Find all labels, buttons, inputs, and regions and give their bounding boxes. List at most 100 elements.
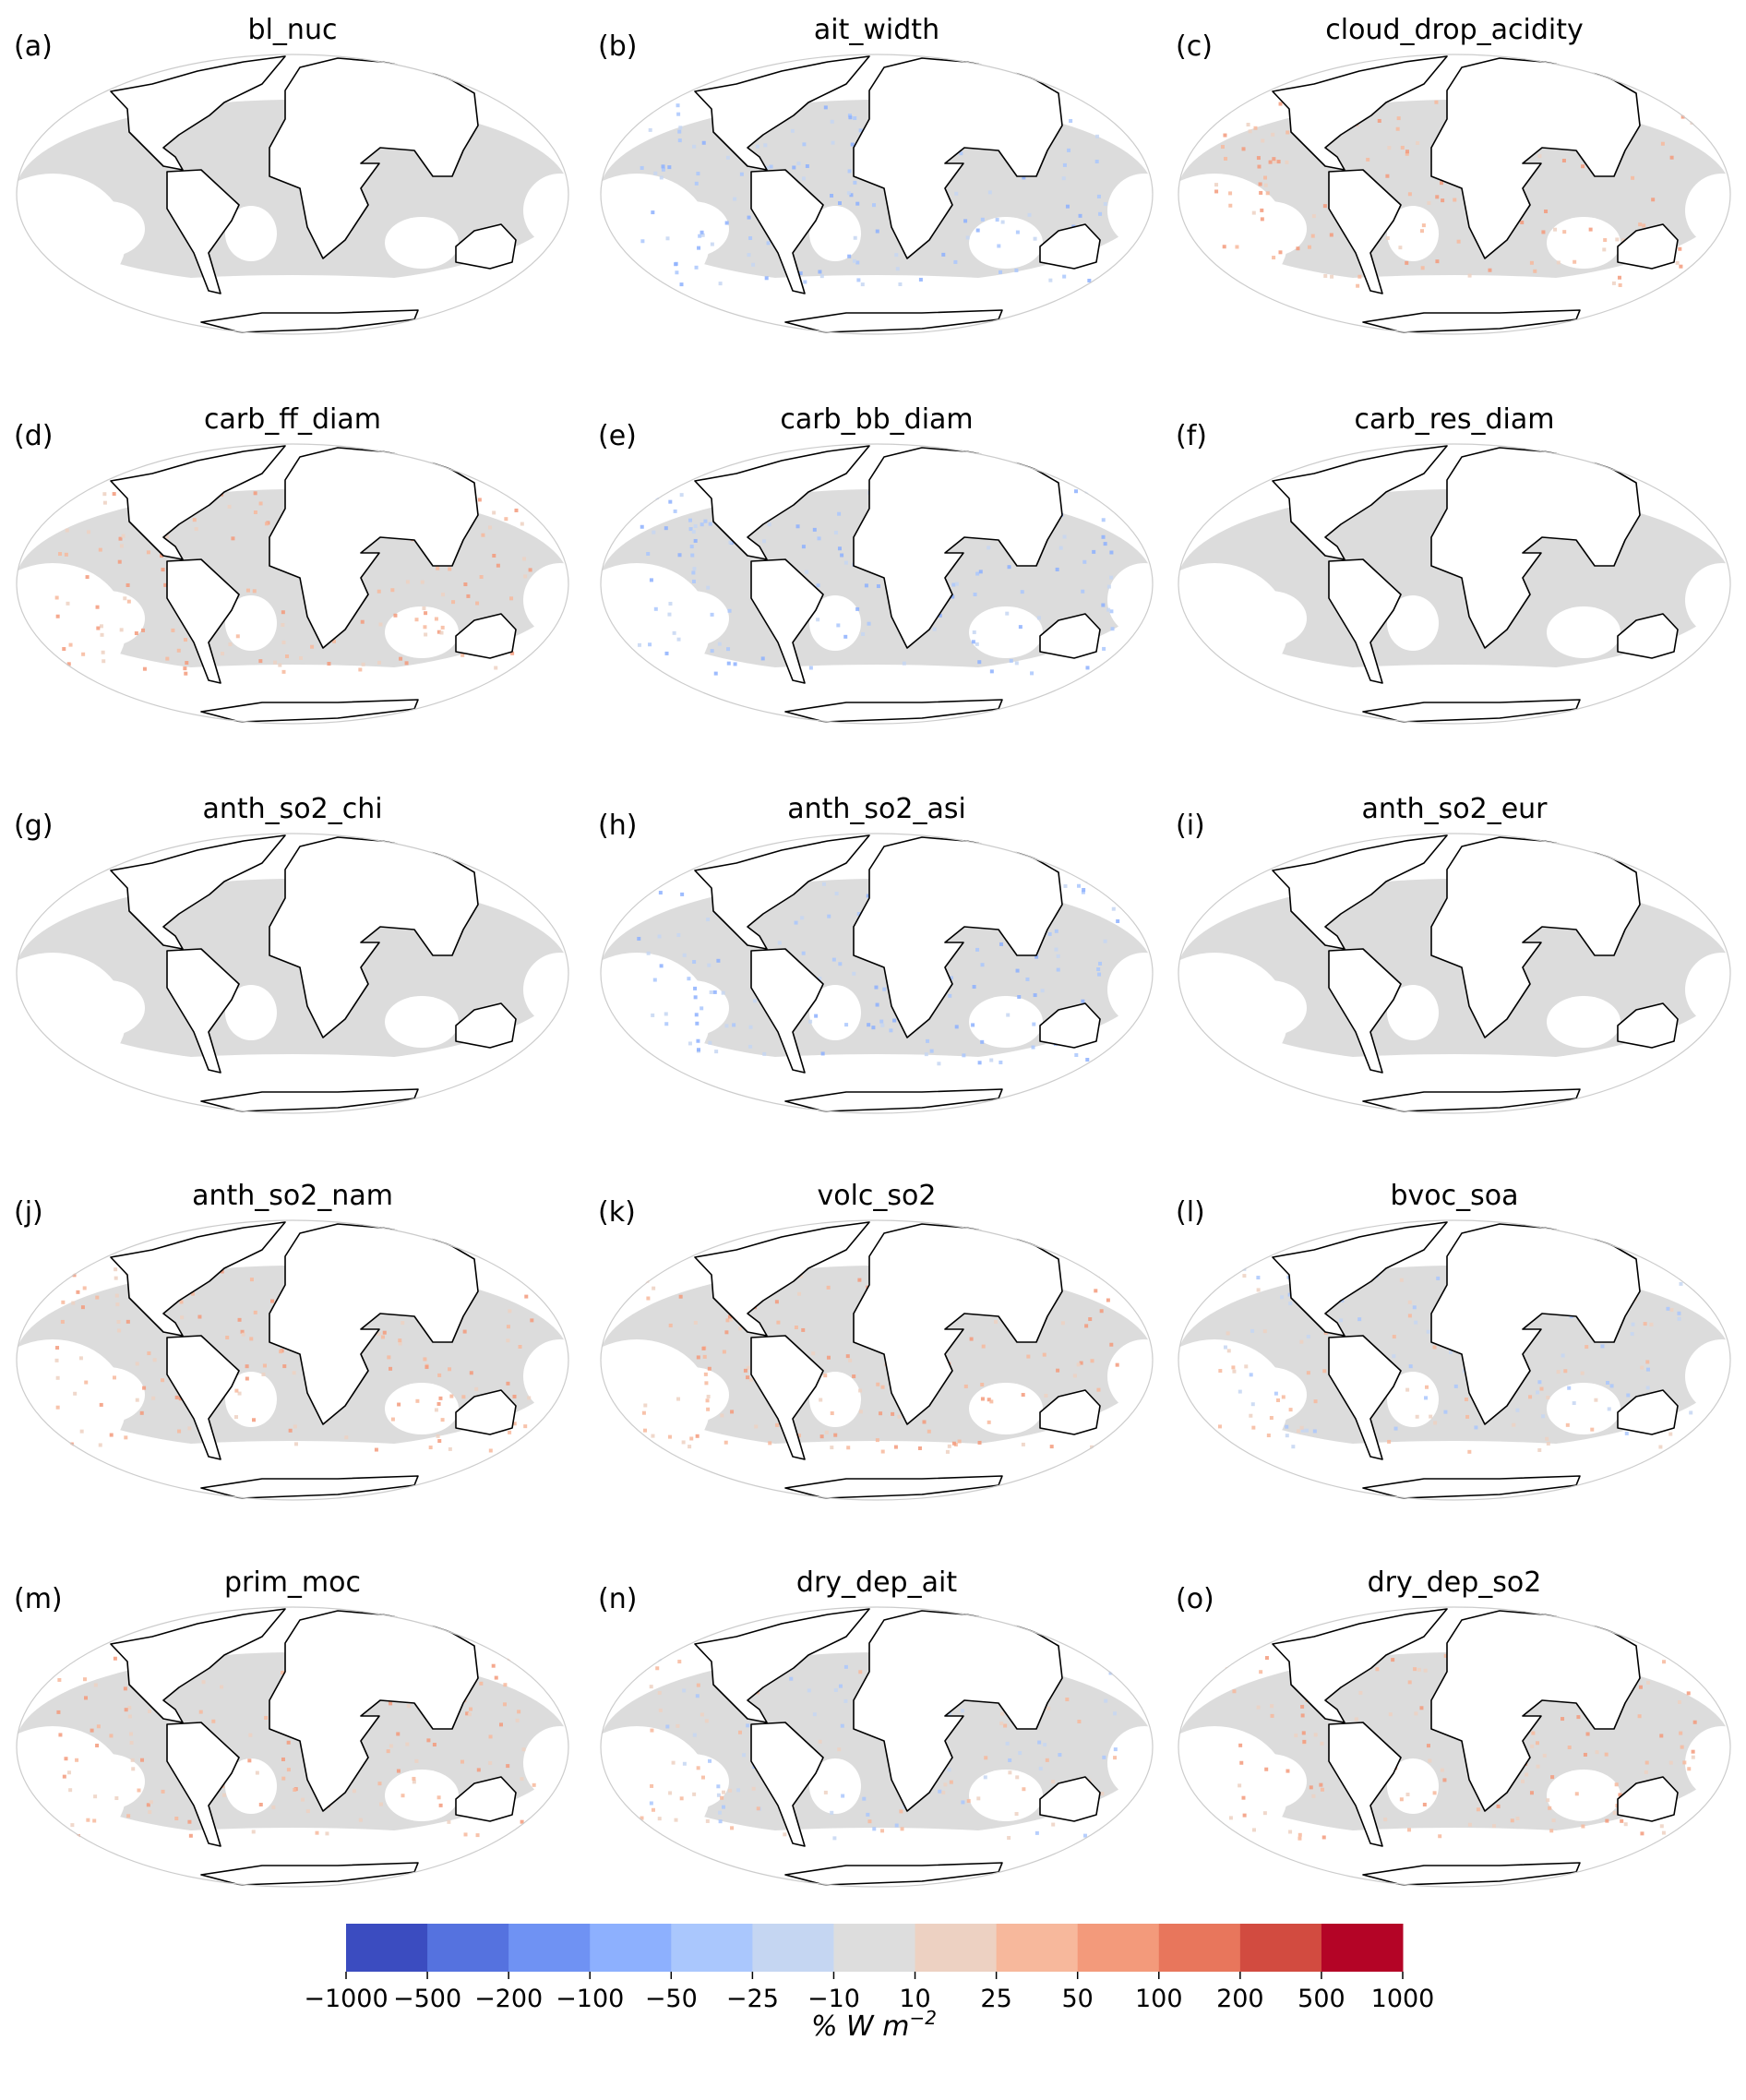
anomaly-cell	[1065, 204, 1070, 209]
anomaly-cell	[1366, 157, 1370, 162]
anomaly-cell	[524, 1830, 529, 1834]
anomaly-cell	[90, 1728, 94, 1733]
anomaly-cell	[1414, 1320, 1418, 1325]
anomaly-cell	[830, 1810, 834, 1815]
anomaly-cell	[1419, 1706, 1424, 1710]
anomaly-cell	[671, 1760, 676, 1765]
anomaly-cell	[980, 1382, 985, 1386]
anomaly-cell	[709, 990, 713, 994]
colorbar-tick-label: 50	[1062, 1985, 1094, 2013]
anomaly-cell	[178, 1397, 183, 1401]
anomaly-cell	[1666, 1306, 1670, 1311]
anomaly-cell	[838, 1684, 843, 1688]
anomaly-cell	[862, 1796, 867, 1801]
anomaly-cell	[530, 1318, 534, 1323]
anomaly-cell	[1644, 1760, 1649, 1765]
anomaly-cell	[852, 1374, 856, 1379]
anomaly-cell	[252, 589, 257, 594]
anomaly-cell	[434, 617, 438, 621]
colorbar-tick-label: 500	[1298, 1985, 1345, 2013]
anomaly-cell	[1276, 1398, 1281, 1402]
anomaly-cell	[1531, 1731, 1536, 1735]
anomaly-cell	[895, 267, 900, 271]
coastline-australia	[1617, 223, 1679, 270]
anomaly-cell	[738, 1326, 743, 1331]
coastline-afro-eurasia	[853, 447, 1063, 649]
anomaly-cell	[476, 1768, 481, 1772]
anomaly-cell	[504, 517, 508, 522]
anomaly-cell	[1474, 1425, 1478, 1430]
anomaly-cell	[1638, 1685, 1643, 1689]
anomaly-cell	[976, 1796, 981, 1801]
panel-title: carb_res_diam	[1354, 403, 1554, 436]
anomaly-cell	[673, 509, 677, 513]
anomaly-cell	[221, 652, 225, 656]
anomaly-cell	[1606, 1381, 1610, 1386]
anomaly-cell	[281, 1776, 286, 1781]
anomaly-cell	[748, 1044, 753, 1049]
anomaly-cell	[849, 193, 854, 198]
anomaly-cell	[1103, 939, 1107, 943]
anomaly-cell	[401, 1794, 405, 1798]
anomaly-cell	[1261, 138, 1265, 143]
anomaly-cell	[695, 1021, 700, 1026]
anomaly-cell	[1425, 1385, 1429, 1389]
anomaly-cell	[438, 1803, 443, 1807]
anomaly-cell	[1235, 245, 1239, 249]
anomaly-cell	[818, 1739, 822, 1744]
anomaly-cell	[696, 172, 700, 176]
anomaly-cell	[796, 162, 801, 166]
anomaly-cell	[648, 642, 652, 647]
anomaly-cell	[648, 127, 652, 132]
anomaly-cell	[1248, 129, 1252, 134]
anomaly-cell	[753, 999, 758, 1003]
anomaly-cell	[949, 976, 953, 980]
anomaly-cell	[1651, 198, 1656, 202]
anomaly-cell	[1416, 140, 1420, 145]
anomaly-cell	[1561, 1353, 1565, 1358]
anomaly-cell	[512, 1422, 517, 1426]
anomaly-cell	[424, 611, 428, 616]
anomaly-cell	[646, 551, 651, 556]
anomaly-cell	[637, 642, 641, 647]
anomaly-cell	[1356, 283, 1360, 288]
anomaly-cell	[1434, 100, 1439, 104]
panel-letter: (j)	[14, 1196, 43, 1229]
anomaly-cell	[1548, 1806, 1552, 1810]
anomaly-cell	[823, 105, 828, 110]
anomaly-cell	[696, 1355, 700, 1360]
anomaly-cell	[152, 1358, 157, 1362]
anomaly-cell	[386, 1749, 390, 1754]
anomaly-cell	[264, 1715, 269, 1720]
anomaly-cell	[1258, 182, 1262, 186]
map	[600, 54, 1154, 335]
anomaly-cell	[298, 655, 303, 660]
anomaly-cell	[1677, 1316, 1681, 1321]
anomaly-cell	[767, 522, 771, 527]
anomaly-cell	[1640, 1831, 1644, 1836]
anomaly-cell	[1392, 1354, 1396, 1359]
anomaly-cell	[521, 1747, 526, 1752]
anomaly-cell	[1649, 1322, 1654, 1326]
anomaly-cell	[1399, 1278, 1404, 1282]
colorbar-tick-label: −1000	[304, 1985, 388, 2013]
anomaly-cell	[687, 977, 691, 981]
anomaly-cell	[1442, 1778, 1447, 1782]
anomaly-cell	[730, 1826, 735, 1830]
anomaly-cell	[1588, 227, 1593, 232]
anomaly-cell	[1565, 1422, 1570, 1427]
anomaly-cell	[1407, 1300, 1412, 1304]
anomaly-cell	[712, 990, 717, 994]
anomaly-cell	[1669, 1308, 1674, 1313]
anomaly-cell	[1323, 273, 1328, 278]
anomaly-cell	[1491, 1824, 1496, 1829]
anomaly-cell	[1426, 1329, 1430, 1334]
anomaly-cell	[1561, 158, 1566, 162]
anomaly-cell	[68, 1788, 73, 1793]
anomaly-cell	[1443, 1410, 1448, 1414]
anomaly-cell	[1521, 1779, 1525, 1783]
anomaly-cell	[192, 518, 197, 522]
anomaly-cell	[84, 1380, 89, 1385]
anomaly-cell	[436, 630, 441, 634]
anomaly-cell	[516, 490, 520, 495]
